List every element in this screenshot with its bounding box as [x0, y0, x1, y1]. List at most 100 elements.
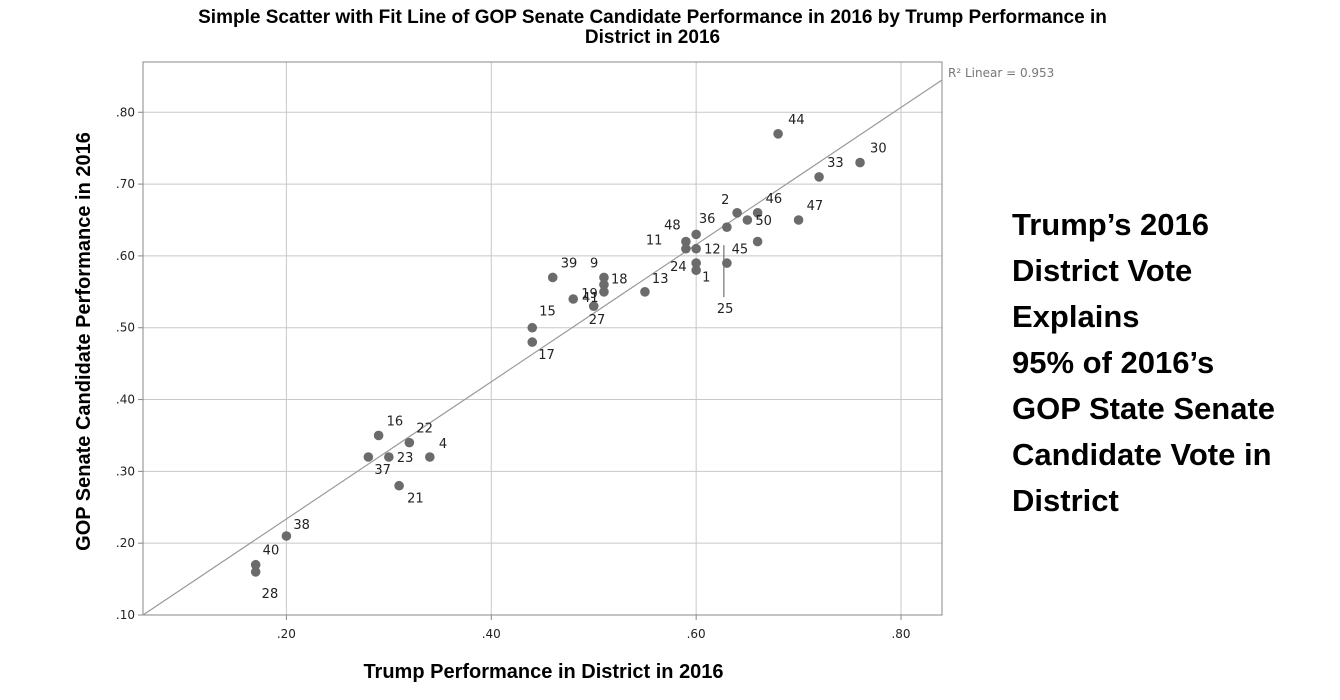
- data-point: [547, 272, 558, 283]
- data-point-label: 12: [704, 243, 721, 258]
- data-point-label: 33: [827, 156, 844, 171]
- data-point: [681, 243, 691, 254]
- data-point: [568, 294, 579, 304]
- data-point-label: 24: [670, 260, 687, 275]
- data-point-label: 11: [646, 234, 663, 249]
- data-point: [527, 337, 538, 347]
- x-tick-label: .20: [277, 627, 296, 641]
- data-point-label: 36: [699, 212, 716, 227]
- data-point: [855, 157, 865, 168]
- x-tick-label: .40: [482, 627, 501, 641]
- data-point: [691, 243, 701, 254]
- data-point: [588, 301, 599, 311]
- chart-title: Simple Scatter with Fit Line of GOP Sena…: [40, 8, 1265, 48]
- data-point-label: 16: [387, 414, 404, 429]
- y-tick-label: .70: [116, 177, 135, 191]
- data-point-label: 46: [766, 192, 783, 207]
- data-point-label: 47: [807, 199, 824, 214]
- data-point-label: 13: [652, 272, 669, 287]
- data-point: [527, 322, 538, 333]
- data-point-label: 50: [755, 214, 772, 229]
- data-point: [640, 287, 650, 297]
- data-point-label: 48: [664, 218, 681, 233]
- annotation-text: Trump’s 2016 District Vote Explains 95% …: [1012, 202, 1332, 524]
- data-point: [773, 129, 783, 139]
- data-point: [732, 208, 742, 218]
- data-point: [599, 272, 609, 283]
- fit-line: [142, 79, 943, 616]
- annotation-line-3: Explains: [1012, 299, 1140, 334]
- x-tick-label: .60: [687, 627, 706, 641]
- data-point: [691, 265, 701, 276]
- data-point: [363, 452, 374, 462]
- data-point: [394, 480, 404, 491]
- data-point-label: 44: [788, 113, 805, 128]
- annotation-line-5: GOP State Senate: [1012, 391, 1276, 426]
- data-point: [599, 287, 609, 297]
- data-point-label: 25: [717, 302, 734, 317]
- data-point-label: 45: [732, 243, 749, 258]
- data-point: [722, 222, 732, 232]
- fit-line-label: R² Linear = 0.953: [948, 66, 1054, 80]
- data-point-label: 30: [870, 142, 887, 157]
- data-point-label: 9: [590, 256, 598, 271]
- data-point-label: 23: [397, 451, 414, 466]
- data-point-label: 27: [589, 313, 606, 328]
- data-point-label: 22: [416, 422, 433, 437]
- data-point-label: 28: [262, 587, 279, 602]
- chart-title-line-1: Simple Scatter with Fit Line of GOP Sena…: [198, 7, 1107, 28]
- data-point: [373, 430, 384, 441]
- annotation-line-2: District Vote: [1012, 253, 1193, 288]
- data-point: [250, 567, 261, 577]
- data-point: [691, 229, 701, 240]
- data-point: [814, 172, 824, 182]
- axis-ticks: .20 .40 .60 .80 .10 .20 .30 .40 .50 .60 .70 .80: [116, 105, 911, 641]
- data-point-label: 1: [702, 270, 710, 285]
- y-tick-label: .80: [116, 105, 135, 119]
- data-point: [742, 215, 753, 225]
- data-point-label: 38: [293, 518, 310, 533]
- chart-title-line-2: District in 2016: [584, 27, 721, 48]
- data-point-label: 40: [263, 544, 280, 559]
- data-point-label: 21: [407, 492, 424, 507]
- data-point: [681, 236, 691, 247]
- data-point: [691, 258, 701, 268]
- y-tick-label: .20: [116, 536, 135, 550]
- annotation-line-1: Trump’s 2016: [1012, 207, 1210, 242]
- annotation-line-7: District: [1012, 483, 1119, 518]
- data-point: [250, 559, 261, 570]
- data-point-label: 39: [561, 256, 578, 271]
- data-point-label: 41: [582, 291, 599, 306]
- data-point: [404, 437, 415, 448]
- data-point-label: 19: [581, 287, 598, 302]
- data-point-label: 37: [374, 463, 391, 478]
- data-point: [425, 452, 435, 462]
- data-point: [384, 452, 394, 462]
- y-tick-label: .50: [116, 321, 135, 335]
- data-point-label: 4: [439, 437, 447, 452]
- y-tick-label: .60: [116, 249, 135, 263]
- data-point-label: 15: [539, 305, 556, 320]
- y-tick-label: .40: [116, 393, 135, 407]
- data-point: [599, 279, 609, 290]
- data-point-label: 18: [611, 273, 628, 288]
- y-axis-label: GOP Senate Candidate Performance in 2016: [73, 132, 95, 551]
- grid-lines: [143, 62, 942, 615]
- data-points: [250, 129, 865, 577]
- x-axis-label: Trump Performance in District in 2016: [363, 661, 723, 683]
- data-point-label: 2: [721, 193, 729, 208]
- y-tick-label: .30: [116, 464, 135, 478]
- annotation-line-4: 95% of 2016’s: [1012, 345, 1215, 380]
- data-point: [281, 531, 292, 541]
- annotation-line-6: Candidate Vote in: [1012, 437, 1272, 472]
- data-point-label: 17: [538, 348, 555, 363]
- data-point: [722, 258, 732, 268]
- y-tick-label: .10: [116, 608, 135, 622]
- data-point: [752, 208, 763, 218]
- data-point: [793, 215, 804, 225]
- x-tick-label: .80: [891, 627, 910, 641]
- plot-frame: [142, 61, 943, 616]
- data-point: [752, 236, 763, 247]
